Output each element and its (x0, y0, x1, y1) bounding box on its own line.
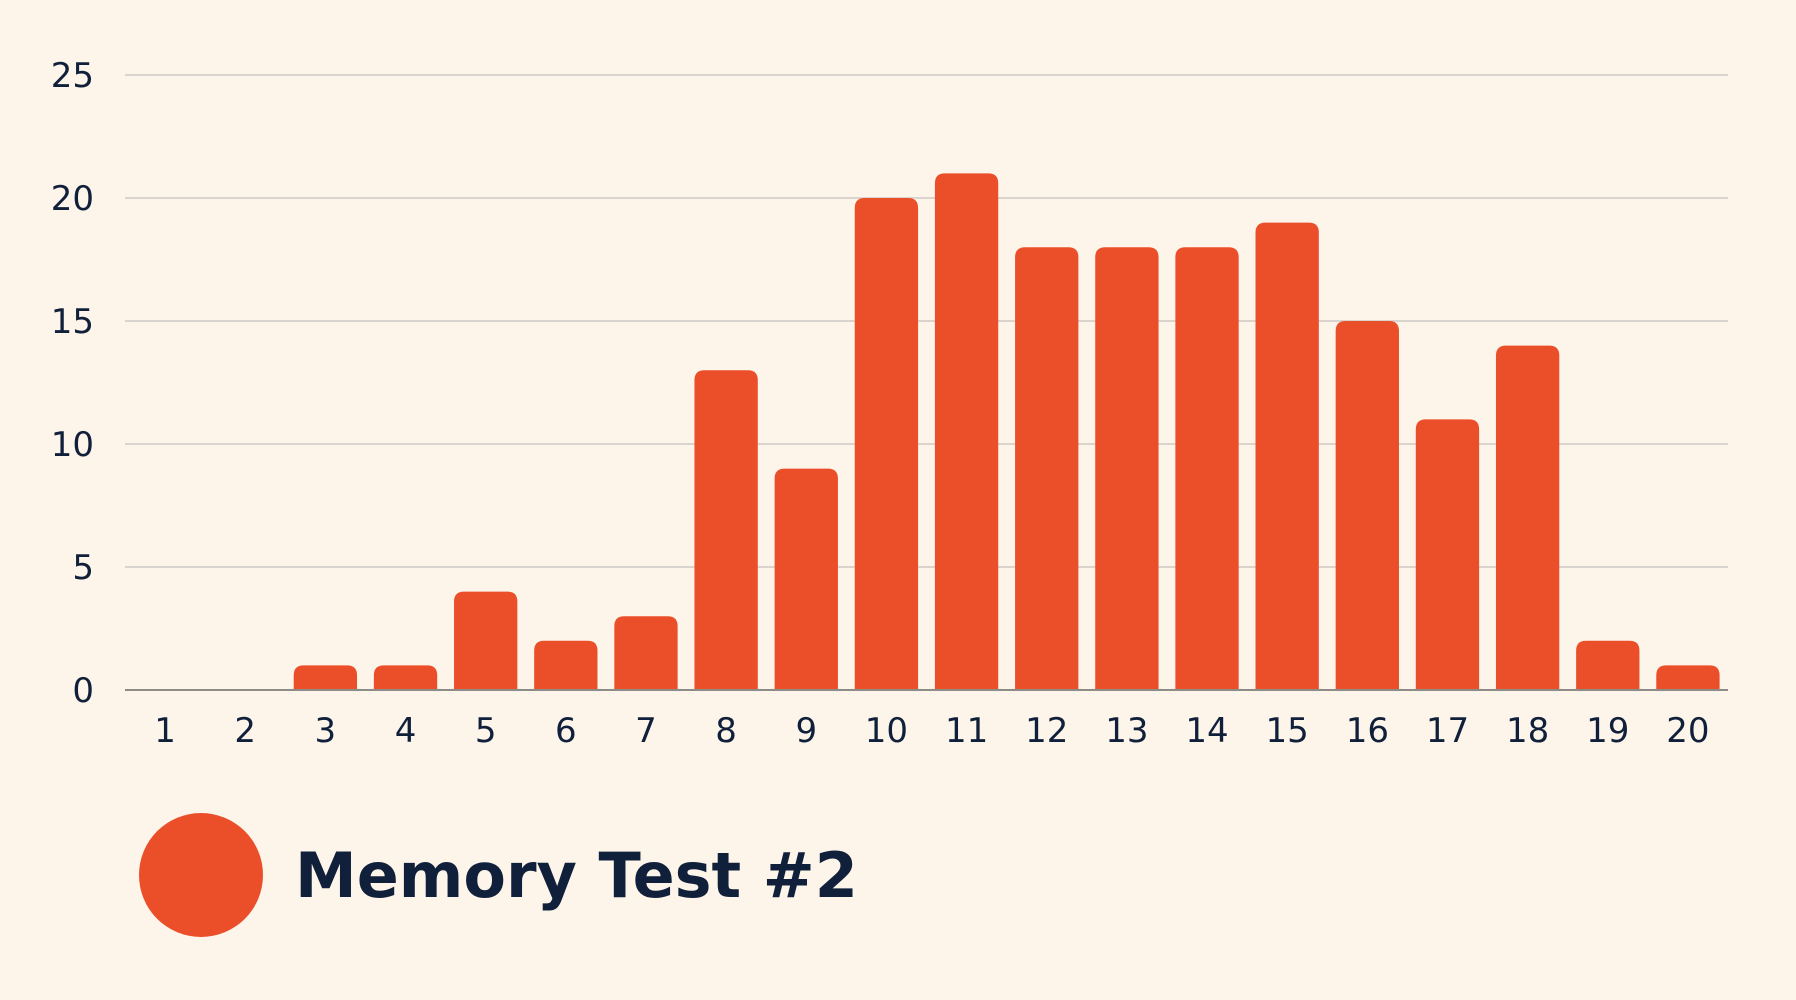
bar-12 (1015, 247, 1079, 690)
y-tick-label: 25 (51, 56, 94, 96)
x-tick-label: 9 (795, 711, 817, 751)
bar-8 (694, 370, 758, 690)
bar-17 (1415, 419, 1480, 690)
legend: Memory Test #2 (139, 813, 858, 937)
bar-14 (1175, 247, 1239, 690)
x-axis-ticks: 1 2 3 4 5 6 7 8 9 10 11 12 13 14 15 16 17 18 19 20 (154, 711, 1709, 751)
x-tick-label: 16 (1346, 711, 1389, 751)
x-tick-label: 18 (1506, 711, 1549, 751)
x-tick-label: 1 (154, 711, 176, 751)
x-tick-label: 3 (315, 711, 337, 751)
legend-swatch (139, 813, 263, 937)
x-tick-label: 14 (1185, 711, 1228, 751)
bar-15 (1255, 222, 1319, 690)
x-tick-label: 13 (1105, 711, 1148, 751)
bar-16 (1335, 321, 1399, 690)
bar-5 (454, 591, 518, 690)
bar-20 (1656, 665, 1720, 690)
bar-3 (293, 665, 358, 690)
x-tick-label: 8 (715, 711, 737, 751)
y-tick-label: 10 (51, 425, 94, 465)
bar-9 (774, 468, 838, 690)
bar-19 (1576, 640, 1640, 690)
y-tick-label: 20 (51, 179, 94, 219)
bar-7 (614, 616, 678, 690)
legend-label: Memory Test #2 (295, 839, 858, 912)
bar-13 (1095, 247, 1159, 690)
bars (293, 173, 1720, 690)
x-tick-label: 5 (475, 711, 497, 751)
bar-18 (1495, 345, 1560, 690)
x-tick-label: 6 (555, 711, 577, 751)
y-tick-label: 0 (72, 671, 94, 711)
x-tick-label: 7 (635, 711, 657, 751)
x-tick-label: 4 (395, 711, 417, 751)
bar-6 (534, 640, 598, 690)
y-axis-ticks: 0 5 10 15 20 25 (51, 56, 94, 711)
x-tick-label: 20 (1666, 711, 1709, 751)
x-tick-label: 2 (234, 711, 256, 751)
bar-11 (934, 173, 999, 690)
x-tick-label: 15 (1266, 711, 1309, 751)
x-tick-label: 11 (945, 711, 988, 751)
gridlines (125, 74, 1728, 568)
x-tick-label: 12 (1025, 711, 1068, 751)
y-tick-label: 5 (72, 548, 94, 588)
bar-10 (854, 198, 919, 690)
x-tick-label: 19 (1586, 711, 1629, 751)
x-tick-label: 17 (1426, 711, 1469, 751)
x-tick-label: 10 (865, 711, 908, 751)
y-tick-label: 15 (51, 302, 94, 342)
bar-4 (373, 665, 438, 690)
